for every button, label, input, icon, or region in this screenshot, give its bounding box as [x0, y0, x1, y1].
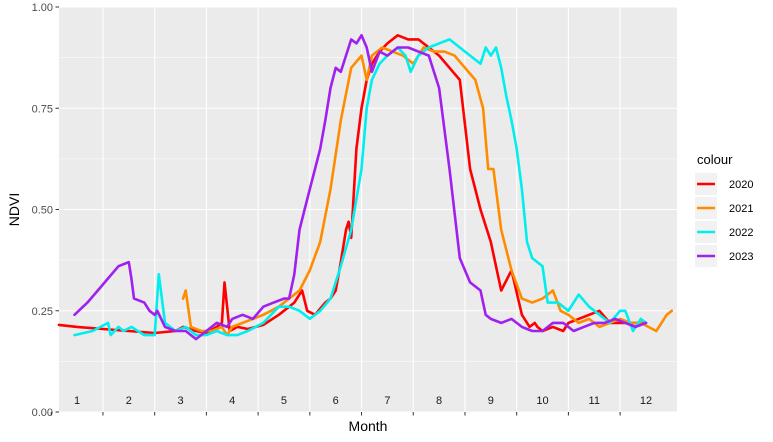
month-label: 6 — [333, 395, 339, 407]
series-line-2020 — [57, 33, 648, 335]
month-label: 3 — [177, 395, 183, 407]
month-label: 9 — [488, 395, 494, 407]
month-label: 2 — [126, 395, 132, 407]
legend: colour 2020 2021 2022 2023 — [695, 152, 753, 267]
month-label: 4 — [229, 395, 235, 407]
month-label: 1 — [74, 395, 80, 407]
y-tick-label: 1.00 — [32, 2, 53, 14]
y-tick-label: 0.25 — [32, 306, 53, 318]
major-gridlines — [50, 6, 677, 413]
y-tick-label: 0.50 — [32, 205, 53, 217]
y-axis: 0.00 0.25 0.50 0.75 1.00 — [32, 2, 59, 419]
legend-title: colour — [697, 152, 733, 167]
series-lines — [57, 33, 674, 341]
y-axis-title: NDVI — [6, 193, 22, 226]
month-label: 5 — [281, 395, 287, 407]
month-label: 8 — [436, 395, 442, 407]
month-label: 7 — [384, 395, 390, 407]
month-label: 10 — [536, 395, 548, 407]
series-line-2023 — [73, 33, 648, 341]
legend-label-2022: 2022 — [729, 227, 753, 239]
x-axis — [50, 412, 621, 416]
series-line-2021 — [181, 46, 674, 337]
legend-label-2023: 2023 — [729, 251, 753, 263]
month-label: 11 — [589, 395, 600, 407]
x-axis-title: Month — [349, 418, 388, 434]
month-label: 12 — [640, 395, 652, 407]
legend-label-2021: 2021 — [729, 203, 753, 215]
month-labels: 1 2 3 4 5 6 7 8 9 10 11 12 — [74, 395, 652, 407]
y-tick-label: 0.00 — [32, 407, 53, 419]
y-tick-label: 0.75 — [32, 103, 53, 115]
legend-label-2020: 2020 — [729, 179, 753, 191]
